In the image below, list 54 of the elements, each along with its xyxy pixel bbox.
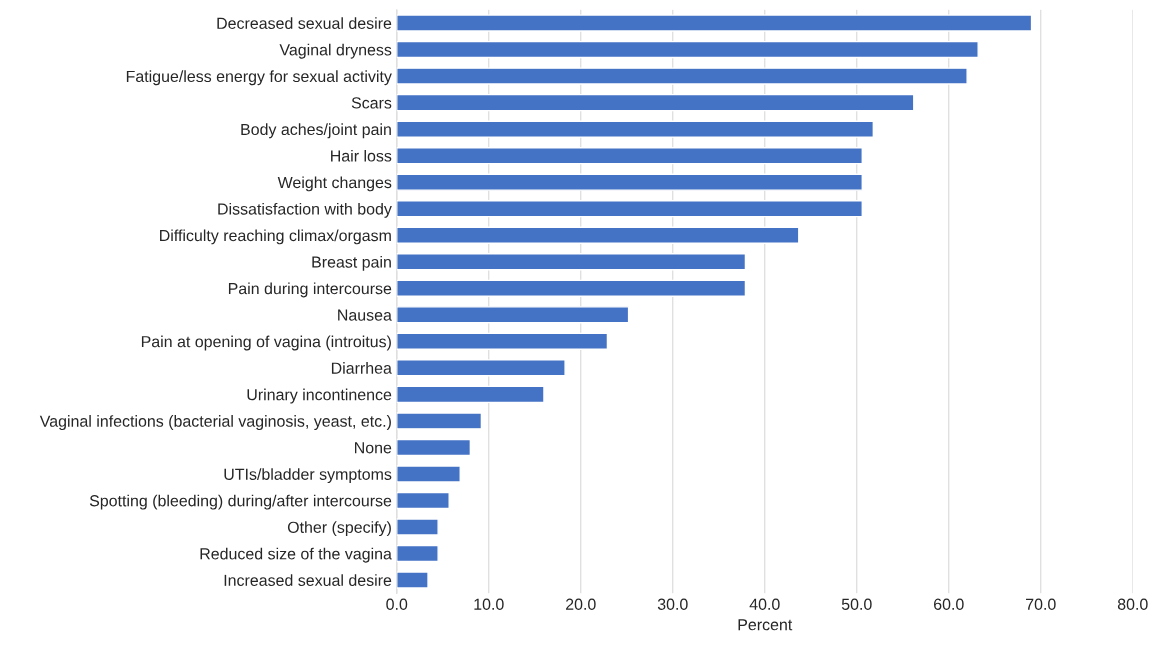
- y-tick-label: Scars: [351, 97, 392, 109]
- y-tick-label: Reduced size of the vagina: [200, 547, 392, 563]
- y-tick-label: Increased sexual desire: [224, 574, 392, 586]
- x-tick-label: 30.0: [657, 598, 688, 610]
- bar: [396, 438, 472, 457]
- y-tick-label: Difficulty reaching climax/orgasm: [160, 229, 391, 245]
- y-tick-label: Nausea: [338, 309, 392, 321]
- x-tick-label: 20.0: [566, 598, 596, 610]
- y-tick-label: Fatigue/less energy for sexual activity: [126, 70, 392, 86]
- bar: [396, 359, 566, 377]
- y-tick-label: Urinary incontinence: [247, 388, 392, 404]
- y-tick-label: Pain at opening of vagina (introitus): [141, 335, 391, 351]
- bar: [396, 332, 609, 350]
- bar: [396, 465, 461, 483]
- bar: [396, 14, 1033, 32]
- y-tick-label: Pain during intercourse: [228, 282, 392, 298]
- bar: [396, 412, 483, 430]
- bar: [396, 306, 630, 324]
- bar: [396, 93, 915, 112]
- x-axis-title: Percent: [738, 619, 793, 631]
- y-tick-label: Vaginal infections (bacterial vaginosis, yeast, etc.): [39, 415, 391, 431]
- x-tick-label: 80.0: [1117, 598, 1148, 610]
- x-tick-label: 10.0: [474, 598, 504, 610]
- x-tick-label: 0.0: [386, 598, 408, 610]
- bar: [396, 253, 747, 271]
- bar: [396, 173, 863, 191]
- y-tick-label: Weight changes: [277, 176, 392, 192]
- bar: [396, 40, 979, 59]
- x-tick-label: 50.0: [841, 598, 872, 610]
- y-tick-label: Hair loss: [331, 149, 392, 162]
- x-tick-label: 40.0: [749, 598, 780, 610]
- bar: [396, 147, 863, 165]
- bar: [396, 571, 429, 589]
- y-tick-label: Other (specify): [287, 521, 391, 537]
- y-tick-label: Body aches/joint pain: [241, 123, 391, 139]
- bar: [396, 385, 545, 404]
- bar: [396, 67, 968, 85]
- bar: [396, 200, 863, 218]
- bar: [396, 120, 875, 138]
- x-tick-label: 70.0: [1026, 598, 1056, 610]
- bar: [396, 226, 800, 244]
- bar: [396, 279, 747, 297]
- y-tick-label: Diarrhea: [331, 362, 392, 374]
- bar: [396, 491, 450, 510]
- y-tick-label: Decreased sexual desire: [217, 17, 392, 29]
- bar: [396, 518, 439, 536]
- y-tick-label: Vaginal dryness: [279, 43, 392, 59]
- y-tick-label: None: [355, 442, 392, 454]
- y-tick-label: Breast pain: [312, 255, 391, 271]
- y-tick-label: Spotting (bleeding) during/after intercourse: [89, 494, 392, 510]
- x-tick-label: 60.0: [934, 598, 964, 610]
- y-tick-label: Dissatisfaction with body: [218, 202, 392, 218]
- y-tick-label: UTIs/bladder symptoms: [224, 468, 392, 484]
- bar: [396, 544, 439, 563]
